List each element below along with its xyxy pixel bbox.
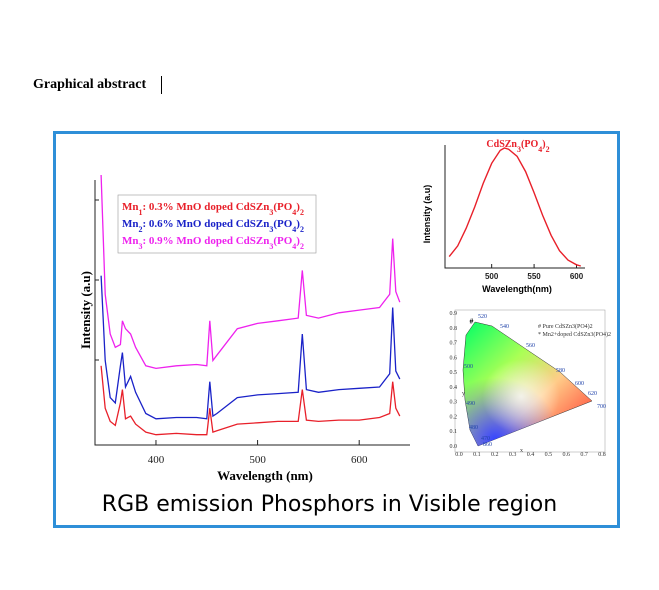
cie-xtick-label: 0.2 xyxy=(491,452,499,458)
abstract-frame xyxy=(53,131,620,528)
cie-xtick-label: 0.1 xyxy=(473,452,481,458)
cie-locus-label: 860 xyxy=(483,442,492,448)
inset-xtick-label: 600 xyxy=(570,272,584,281)
abstract-caption: RGB emission Phosphors in Visible region xyxy=(101,492,558,517)
cie-ytick-label: 0.2 xyxy=(450,414,458,420)
main-axes xyxy=(94,180,410,446)
cie-ytick-label: 0.6 xyxy=(450,355,458,361)
cie-xtick-label: 0.0 xyxy=(455,452,463,458)
main-ylabel: Intensity (a.u) xyxy=(78,271,93,349)
cie-xtick-label: 0.8 xyxy=(598,452,606,458)
inset-xlabel: Wavelength(nm) xyxy=(482,284,552,294)
cie-ytick-label: 0.5 xyxy=(450,370,458,376)
cie-xtick-label: 0.7 xyxy=(580,452,588,458)
cie-ytick-label: 0.8 xyxy=(450,326,458,332)
cie-diagram: 0.0 0.1 0.2 0.3 0.4 0.5 0.6 0.7 0.8 0.0 0.1 0.2 0.3 0… xyxy=(450,309,611,458)
cie-ytick-label: 0.3 xyxy=(450,400,458,406)
legend-entry-mn2: Mn2: 0.6% MnO doped CdSZn3(PO4)2 xyxy=(122,218,304,234)
main-xtick-label: 600 xyxy=(351,454,368,466)
inset-title: CdSZn3(PO4)2 xyxy=(486,139,549,154)
cie-locus-label: 540 xyxy=(500,324,509,330)
cie-locus-label: 600 xyxy=(575,381,584,387)
main-legend: Mn1: 0.3% MnO doped CdSZn3(PO4)2 Mn2: 0.… xyxy=(117,194,317,254)
cie-locus-label: 500 xyxy=(464,364,473,370)
emission-spectra-chart: 400 500 600 Intensity (a.u) Wavelength (nm… xyxy=(78,174,410,483)
cie-locus-label: 480 xyxy=(469,425,478,431)
cie-ylabel: y xyxy=(462,391,465,397)
text-cursor xyxy=(161,76,162,94)
inset-series-line xyxy=(448,147,581,267)
inset-xtick-label: 500 xyxy=(485,272,499,281)
cie-locus-label: 560 xyxy=(526,343,535,349)
cie-legend-pure: # Pure CdSZn3(PO4)2 xyxy=(538,323,593,330)
inset-ylabel: Intensity (a.u) xyxy=(422,185,432,244)
inset-xtick-label: 550 xyxy=(527,272,541,281)
cie-ytick-label: 0.7 xyxy=(450,341,458,347)
cie-white-region xyxy=(463,322,592,446)
pure-emission-inset: 500 550 600 CdSZn3(PO4)2 Intensity (a.u) W… xyxy=(422,139,585,294)
legend-entry-mn3: Mn3: 0.9% MnO doped CdSZn3(PO4)2 xyxy=(122,235,304,251)
cie-xtick-label: 0.3 xyxy=(509,452,517,458)
cie-xtick-label: 0.4 xyxy=(527,452,535,458)
series-line-3 xyxy=(100,174,401,370)
cie-locus-label: 520 xyxy=(478,314,487,320)
cie-locus-label: 580 xyxy=(556,368,565,374)
cie-xlabel: x xyxy=(520,448,523,454)
cie-locus-label: 700 xyxy=(597,404,606,410)
cie-ytick-label: 0.9 xyxy=(450,311,458,317)
cie-locus-label: 490 xyxy=(466,401,475,407)
main-xtick-label: 400 xyxy=(148,454,165,466)
main-xlabel: Wavelength (nm) xyxy=(217,468,313,483)
graphical-abstract-heading: Graphical abstract xyxy=(33,77,147,92)
cie-legend-doped: * Mn2+doped CdSZn3(PO4)2 xyxy=(538,331,611,338)
series-line-2 xyxy=(100,275,401,420)
cie-ytick-label: 0.0 xyxy=(450,444,458,450)
series-line-1 xyxy=(100,365,401,436)
cie-ytick-label: 0.4 xyxy=(450,385,458,391)
cie-xtick-label: 0.5 xyxy=(545,452,553,458)
legend-entry-mn1: Mn1: 0.3% MnO doped CdSZn3(PO4)2 xyxy=(122,201,304,217)
cie-locus-label: 620 xyxy=(588,391,597,397)
cie-locus-label: 470 xyxy=(481,436,490,442)
main-xtick-label: 500 xyxy=(249,454,266,466)
cie-point-marker: # xyxy=(470,318,474,325)
cie-ytick-label: 0.1 xyxy=(450,429,458,435)
cie-xtick-label: 0.6 xyxy=(563,452,571,458)
inset-axes xyxy=(444,145,585,269)
